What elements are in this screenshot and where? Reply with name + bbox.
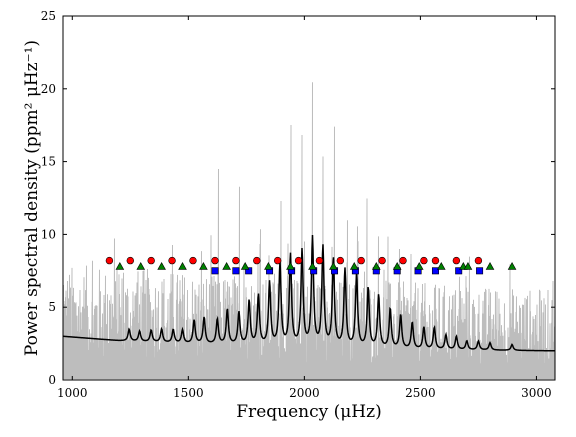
x-tick-label: 2500: [405, 386, 436, 400]
blue-square-marker: [431, 267, 439, 275]
model-line: [63, 234, 555, 352]
marker-group-triangle: [115, 262, 517, 270]
y-tick-label: 20: [41, 82, 56, 96]
green-triangle-marker: [240, 262, 250, 270]
green-triangle-marker: [414, 262, 424, 270]
red-circle-marker: [253, 256, 261, 265]
green-triangle-marker: [392, 262, 402, 270]
x-tick-label: 3000: [521, 386, 552, 400]
blue-square-marker: [232, 267, 240, 275]
marker-group-circle: [105, 256, 483, 265]
x-axis-title: Frequency (μHz): [236, 402, 381, 422]
green-triangle-marker: [463, 262, 473, 270]
red-circle-marker: [336, 256, 345, 265]
green-triangle-marker: [329, 262, 338, 270]
green-triangle-marker: [507, 262, 517, 270]
red-circle-marker: [474, 256, 483, 265]
green-triangle-marker: [264, 262, 273, 270]
red-circle-marker: [126, 256, 135, 265]
x-tick-label: 1500: [173, 386, 204, 400]
y-tick-label: 25: [41, 9, 56, 23]
y-tick-label: 0: [48, 373, 56, 387]
blue-square-marker: [211, 267, 219, 275]
axis-ticks: 1000 1500 2000 2500 3000 0 5 10 15 20 25: [41, 9, 555, 400]
green-triangle-marker: [115, 262, 125, 270]
red-circle-marker: [431, 256, 440, 265]
green-triangle-marker: [308, 262, 317, 270]
green-triangle-marker: [349, 262, 359, 270]
plot-content: [63, 82, 555, 380]
blue-square-marker: [476, 267, 484, 275]
green-triangle-marker: [178, 262, 187, 270]
y-axis-title: Power spectral density (ppm² μHz⁻¹): [22, 40, 42, 356]
plot-area: [63, 82, 555, 380]
green-triangle-marker: [286, 262, 295, 270]
red-circle-marker: [189, 256, 197, 265]
red-circle-marker: [147, 256, 155, 265]
red-circle-marker: [294, 256, 303, 265]
red-circle-marker: [315, 256, 324, 265]
green-triangle-marker: [222, 262, 231, 270]
red-circle-marker: [168, 256, 176, 265]
y-tick-label: 15: [41, 155, 56, 169]
green-triangle-marker: [157, 262, 166, 270]
red-circle-marker: [452, 256, 461, 265]
spectrum-line: [63, 82, 555, 380]
blue-square-marker: [245, 267, 253, 275]
x-tick-label: 2000: [289, 386, 320, 400]
red-circle-marker: [273, 256, 282, 265]
y-tick-label: 5: [48, 300, 56, 314]
green-triangle-marker: [136, 262, 146, 270]
marker-group-square: [211, 267, 484, 275]
blue-square-marker: [455, 267, 463, 275]
red-circle-marker: [399, 256, 407, 265]
red-circle-marker: [378, 256, 386, 265]
red-circle-marker: [211, 256, 219, 265]
x-tick-label: 1000: [57, 386, 88, 400]
y-tick-label: 10: [41, 227, 56, 241]
red-circle-marker: [420, 256, 428, 265]
green-triangle-marker: [199, 262, 208, 270]
green-triangle-marker: [371, 262, 381, 270]
green-triangle-marker: [436, 262, 446, 270]
red-circle-marker: [105, 256, 114, 265]
red-circle-marker: [232, 256, 240, 265]
plot-frame: [62, 15, 556, 381]
green-triangle-marker: [485, 262, 495, 270]
red-circle-marker: [357, 256, 365, 265]
